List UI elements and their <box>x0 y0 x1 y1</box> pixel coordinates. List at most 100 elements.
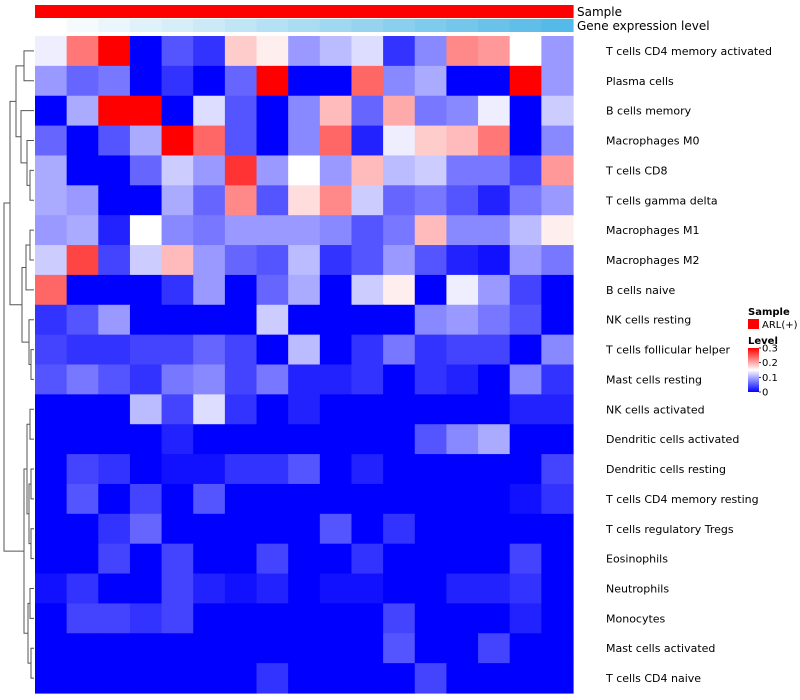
heatmap-cell <box>478 155 511 186</box>
heatmap-cell <box>256 573 289 605</box>
heatmap-cell <box>319 483 353 515</box>
heatmap-cell <box>256 65 289 97</box>
heatmap-cell <box>161 36 194 67</box>
heatmap-cell <box>319 334 353 366</box>
heatmap-cell <box>224 215 258 246</box>
heatmap-cell <box>288 155 321 186</box>
heatmap-cell <box>35 95 68 127</box>
heatmap-cell <box>478 65 511 97</box>
heatmap-cell <box>541 483 574 515</box>
annotation-expression-cell <box>319 19 353 32</box>
heatmap-cell <box>193 603 226 634</box>
heatmap-cell <box>383 125 416 157</box>
heatmap-cell <box>509 424 542 455</box>
heatmap-cell <box>288 573 321 605</box>
heatmap-cell <box>193 125 226 157</box>
heatmap-cell <box>256 364 289 395</box>
heatmap-cell <box>256 215 289 246</box>
heatmap-cell <box>446 633 479 664</box>
heatmap-cell <box>446 543 479 575</box>
heatmap-cell <box>446 334 479 366</box>
heatmap-cell <box>98 364 131 395</box>
heatmap-cell <box>98 36 131 67</box>
dendrogram-branch <box>29 408 34 440</box>
heatmap-cell <box>414 274 448 306</box>
heatmap-cell <box>66 65 99 97</box>
heatmap-cell <box>193 95 226 127</box>
row-label: T cells CD4 memory activated <box>605 45 772 58</box>
heatmap-cell <box>509 185 542 216</box>
heatmap-cell <box>351 185 384 216</box>
heatmap-cell <box>541 185 574 216</box>
heatmap-cell <box>383 364 416 395</box>
heatmap-cell <box>288 364 321 395</box>
heatmap-cell <box>193 513 226 545</box>
annotation-expression-cell <box>288 19 321 32</box>
heatmap-cell <box>351 454 384 485</box>
heatmap-cell <box>66 663 99 694</box>
heatmap-cell <box>414 245 448 276</box>
annotation-sample-cell <box>161 5 194 18</box>
heatmap-cell <box>383 274 416 306</box>
heatmap-cell <box>319 364 353 395</box>
heatmap-cell <box>35 454 68 485</box>
heatmap-cell <box>509 454 542 485</box>
heatmap-cell <box>509 364 542 395</box>
heatmap-cell <box>66 245 99 276</box>
annotation-label: Gene expression level <box>577 19 710 33</box>
heatmap-cell <box>256 543 289 575</box>
heatmap-cell <box>129 663 163 694</box>
heatmap-cell <box>161 663 194 694</box>
row-labels: T cells CD4 memory activated Plasma cells… <box>605 45 772 685</box>
legend-sample-title: Sample <box>748 307 790 318</box>
heatmap-cell <box>256 36 289 67</box>
heatmap-cell <box>66 334 99 366</box>
dendrogram-branch <box>29 169 34 201</box>
heatmap-cell <box>288 185 321 216</box>
heatmap-cell <box>35 36 68 67</box>
heatmap-cell <box>66 185 99 216</box>
legend-level-gradient <box>748 348 759 392</box>
heatmap-cell <box>383 633 416 664</box>
heatmap-cell <box>161 274 194 306</box>
heatmap-cell <box>98 185 131 216</box>
heatmap-cell <box>66 573 99 605</box>
heatmap-cell <box>351 95 384 127</box>
heatmap-cell <box>351 245 384 276</box>
heatmap-cell <box>383 483 416 515</box>
heatmap-cell <box>509 36 542 67</box>
heatmap-cell <box>351 663 384 694</box>
heatmap-cell <box>193 483 226 515</box>
heatmap-cell <box>351 513 384 545</box>
row-label: Neutrophils <box>606 582 669 595</box>
heatmap-cell <box>351 36 384 67</box>
heatmap-cell <box>161 603 194 634</box>
heatmap-cell <box>541 454 574 485</box>
annotation-sample-cell <box>288 5 321 18</box>
heatmap-cell <box>224 36 258 67</box>
heatmap-cell <box>98 633 131 664</box>
heatmap-cell <box>224 155 258 186</box>
heatmap-cell <box>541 125 574 157</box>
heatmap-cell <box>256 95 289 127</box>
heatmap-cell <box>98 215 131 246</box>
heatmap-cell <box>541 633 574 664</box>
heatmap-cell <box>541 663 574 694</box>
heatmap-cell <box>129 245 163 276</box>
annotation-expression-cell <box>129 19 163 32</box>
heatmap-cell <box>66 394 99 425</box>
heatmap-cell <box>446 125 479 157</box>
heatmap-cell <box>541 155 574 186</box>
heatmap-cell <box>446 95 479 127</box>
heatmap-cell <box>193 215 226 246</box>
heatmap-cell <box>129 65 163 97</box>
heatmap-cell <box>98 394 131 425</box>
row-label: Macrophages M0 <box>606 135 699 148</box>
heatmap-cell <box>319 663 353 694</box>
heatmap-cell <box>478 633 511 664</box>
heatmap-cell <box>414 513 448 545</box>
dendrogram-branch <box>30 468 34 500</box>
annotation-expression-cell <box>351 19 384 32</box>
heatmap-cell <box>98 424 131 455</box>
